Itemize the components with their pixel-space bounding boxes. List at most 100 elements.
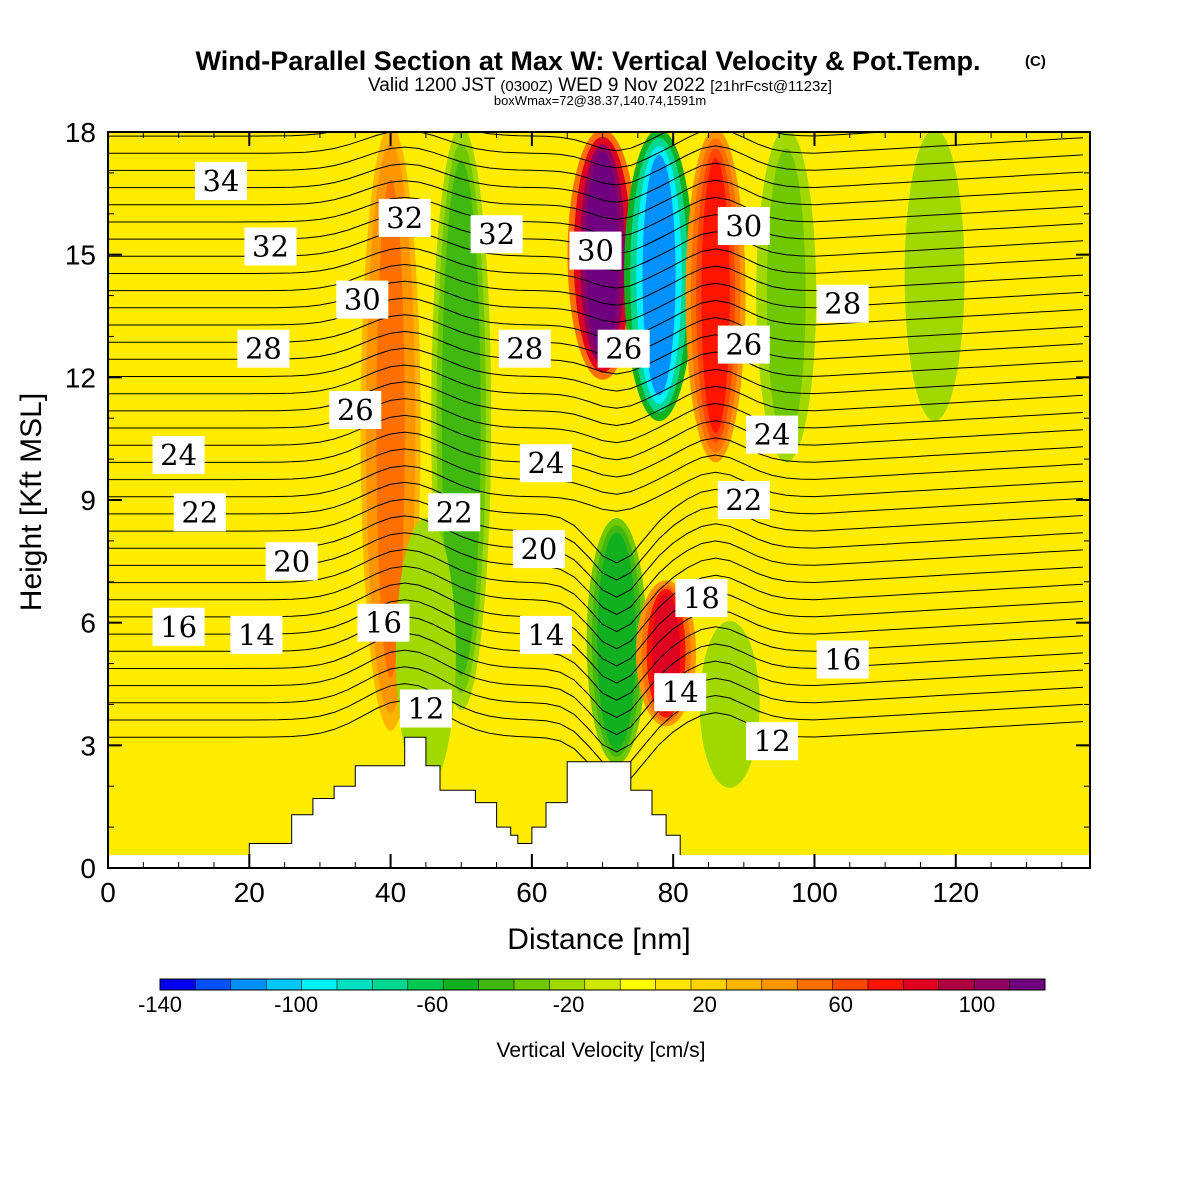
contour-label-box <box>152 436 205 474</box>
contour-label-box <box>816 284 869 323</box>
contour-label-30: 30 <box>336 280 389 319</box>
w-band-3-3 <box>642 154 676 396</box>
y-tick-label: 18 <box>65 117 96 148</box>
contour-label-text: 28 <box>824 287 861 321</box>
theta-contour-line <box>108 431 1083 478</box>
contour-label-text: 24 <box>160 438 197 472</box>
contour-label-box <box>237 329 290 368</box>
contour-label-box <box>152 607 205 646</box>
colorbar-tick-label: -60 <box>416 992 448 1017</box>
theta-contour-line <box>108 548 1083 633</box>
colorbar-frame <box>159 978 1046 991</box>
contour-label-26: 26 <box>717 325 770 364</box>
contour-label-text: 28 <box>245 332 282 366</box>
contour-label-text: 32 <box>478 217 515 251</box>
contour-label-16: 16 <box>357 603 410 642</box>
theta-contour-line <box>108 347 1083 392</box>
contour-label-18: 18 <box>675 579 728 618</box>
theta-contour-line <box>108 498 1083 581</box>
theta-contour-line <box>108 666 1083 753</box>
contour-label-box <box>746 722 799 761</box>
contour-label-box <box>428 493 481 532</box>
theta-contour-line <box>108 381 1083 427</box>
contour-label-box <box>675 579 728 618</box>
box-info: boxWmax=72@38.37,140.74,1591m <box>494 93 706 108</box>
contour-label-28: 28 <box>816 284 869 323</box>
contour-label-box <box>195 162 247 201</box>
contour-label-28: 28 <box>498 329 551 368</box>
contour-label-32: 32 <box>470 215 523 254</box>
contour-label-box <box>512 530 565 569</box>
theta-contour-line <box>108 280 1083 323</box>
contour-label-text: 28 <box>506 332 543 366</box>
contour-label-text: 12 <box>407 692 444 726</box>
contour-label-text: 22 <box>436 495 473 529</box>
colorbar-tick-label: -20 <box>553 992 585 1017</box>
contour-label-text: 22 <box>725 483 762 517</box>
contour-labels: 12 12 14 14 14 16 16 16 18 20 20 22 22 22 24 24 24 26 26 26… <box>152 162 869 761</box>
contour-label-box <box>717 481 770 519</box>
contour-label-text: 16 <box>824 643 861 677</box>
contour-label-34: 34 <box>195 162 247 201</box>
y-tick-label: 3 <box>80 730 96 761</box>
colorbar-swatch <box>514 979 550 990</box>
contour-label-text: 24 <box>754 418 791 452</box>
colorbar-tick-label: -140 <box>138 992 182 1017</box>
y-axis-label: Height [Kft MSL] <box>15 393 48 611</box>
y-tick-label: 12 <box>65 362 96 393</box>
plot-area: 12 12 14 14 14 16 16 16 18 20 20 22 22 22 24 24 24 26 26 26… <box>108 132 1090 868</box>
colorbar-swatch <box>478 979 515 990</box>
colorbar-swatch <box>903 979 940 990</box>
theta-contour-line <box>108 132 1083 169</box>
copyright-mark: (C) <box>1025 53 1046 70</box>
y-tick-label: 6 <box>80 608 96 639</box>
contour-label-12: 12 <box>399 689 452 728</box>
ground-strip <box>108 855 1090 868</box>
contour-label-box <box>520 444 572 483</box>
contour-label-box <box>336 280 389 319</box>
contour-label-text: 20 <box>520 532 557 566</box>
x-tick-label: 100 <box>791 877 838 908</box>
colorbar-swatch <box>938 979 975 990</box>
colorbar-tick-label: 100 <box>959 992 996 1017</box>
x-tick-label: 60 <box>516 877 547 908</box>
colorbar-swatch <box>195 979 232 990</box>
colorbar-swatch <box>584 979 621 990</box>
theta-contour-line <box>108 481 1083 564</box>
theta-contour-line <box>108 649 1083 736</box>
contour-label-text: 14 <box>528 618 565 652</box>
contour-label-16: 16 <box>816 640 869 679</box>
contour-label-28: 28 <box>237 329 290 368</box>
contour-label-text: 30 <box>577 234 614 268</box>
contour-label-box <box>173 493 226 532</box>
chart-title: Wind-Parallel Section at Max W: Vertical… <box>196 46 981 76</box>
theta-contour-line <box>108 145 1083 186</box>
contour-label-box <box>520 615 572 654</box>
colorbar-swatch <box>761 979 798 990</box>
colorbar-tick-label: -100 <box>274 992 318 1017</box>
colorbar-swatch <box>832 979 869 990</box>
colorbar-swatch <box>726 979 763 990</box>
colorbar-swatch <box>549 979 586 990</box>
contour-label-box <box>378 198 431 237</box>
theta-contour-line <box>108 414 1083 461</box>
contour-label-text: 14 <box>238 618 275 652</box>
contour-label-box <box>498 329 551 368</box>
theta-contour-line <box>108 448 1083 495</box>
x-tick-label: 40 <box>375 877 406 908</box>
x-axis-label: Distance [nm] <box>507 923 690 956</box>
theta-contour-line <box>108 162 1083 203</box>
colorbar-swatch <box>230 979 267 990</box>
contour-label-22: 22 <box>717 481 770 519</box>
contour-label-box <box>569 231 622 270</box>
colorbar-swatch <box>620 979 657 990</box>
contour-label-text: 16 <box>160 610 197 644</box>
contour-label-24: 24 <box>152 436 205 474</box>
contour-label-22: 22 <box>428 493 481 532</box>
contour-label-box <box>265 542 318 581</box>
colorbar-tick-label: 60 <box>829 992 853 1017</box>
contour-label-box <box>244 227 297 266</box>
colorbar-swatch <box>301 979 338 990</box>
contour-label-20: 20 <box>265 542 318 581</box>
